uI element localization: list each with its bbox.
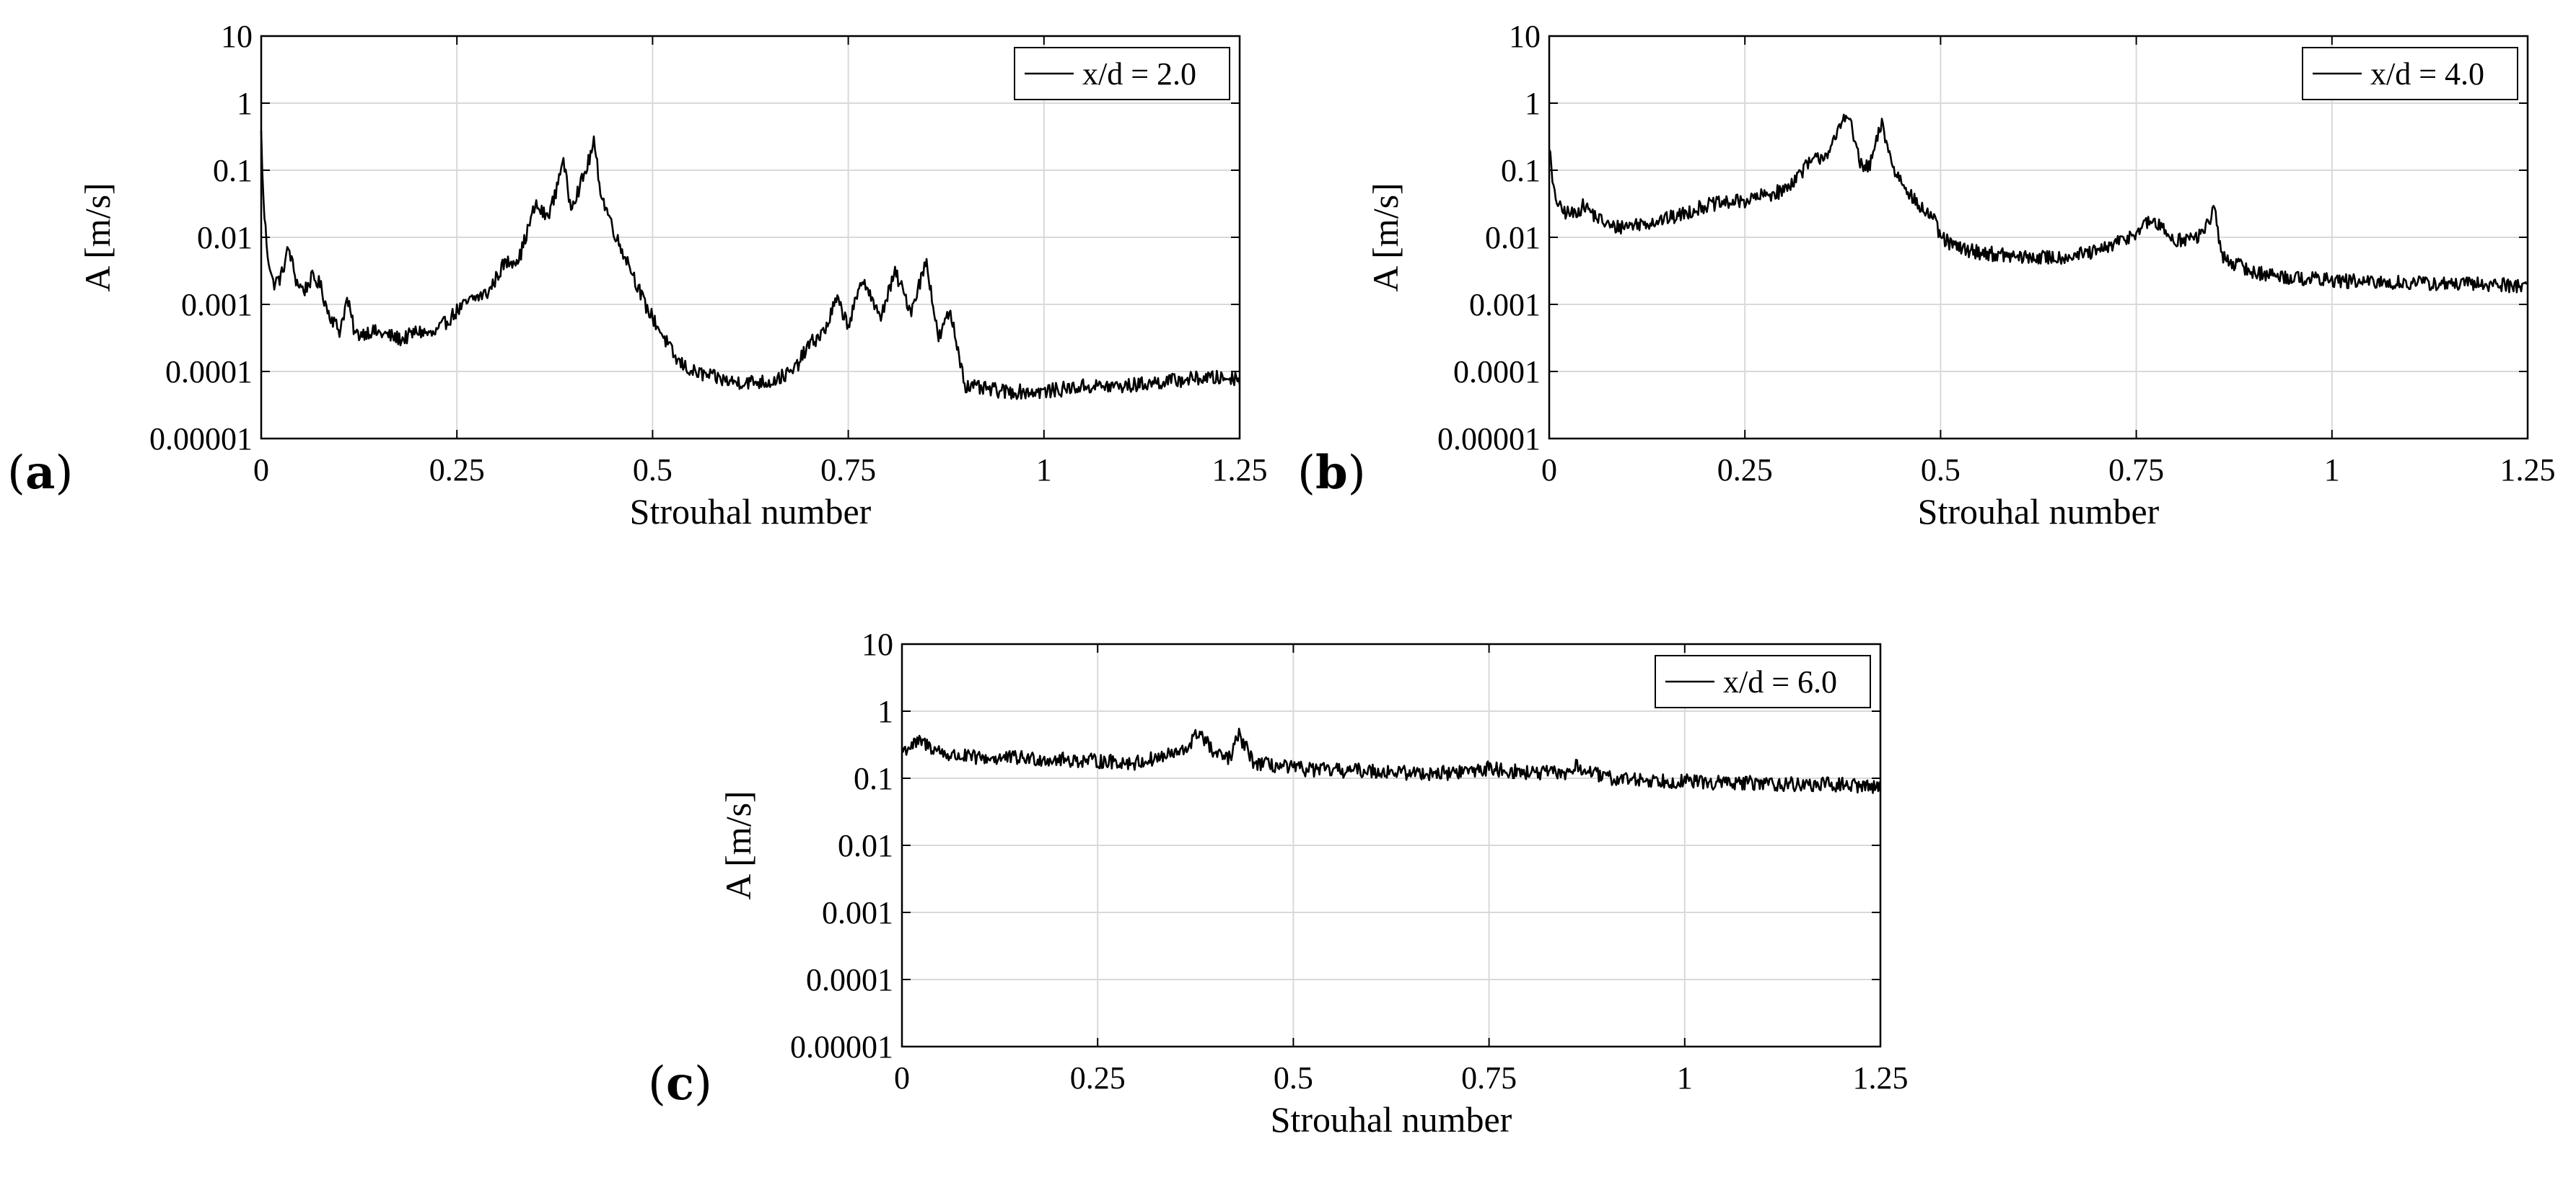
y-tick-label: 0.001 bbox=[181, 287, 253, 322]
panel-label-a: (a) bbox=[7, 446, 74, 500]
x-tick-label: 0.25 bbox=[1070, 1060, 1126, 1096]
x-tick-label: 1 bbox=[2324, 452, 2340, 488]
y-tick-label: 0.1 bbox=[213, 153, 253, 188]
x-tick-label: 1.25 bbox=[1853, 1060, 1909, 1096]
y-tick-label: 0.0001 bbox=[165, 354, 253, 389]
y-tick-label: 1 bbox=[1525, 86, 1541, 121]
x-tick-label: 1.25 bbox=[1212, 452, 1268, 488]
y-tick-label: 10 bbox=[221, 19, 253, 54]
legend-label: x/d = 4.0 bbox=[2370, 56, 2484, 92]
y-axis-label: A [m/s] bbox=[77, 182, 118, 291]
y-tick-label: 1 bbox=[237, 86, 253, 121]
legend-label: x/d = 6.0 bbox=[1723, 664, 1837, 700]
x-tick-label: 0.25 bbox=[429, 452, 485, 488]
y-tick-label: 0.01 bbox=[838, 828, 893, 863]
x-tick-label: 0.75 bbox=[1461, 1060, 1517, 1096]
y-tick-label: 1 bbox=[877, 694, 893, 729]
x-tick-label: 0 bbox=[253, 452, 269, 488]
x-axis-label: Strouhal number bbox=[630, 491, 872, 532]
y-axis-label: A [m/s] bbox=[718, 791, 758, 899]
y-tick-label: 10 bbox=[862, 627, 893, 662]
y-tick-label: 0.00001 bbox=[1437, 421, 1541, 457]
x-tick-label: 0 bbox=[894, 1060, 910, 1096]
x-tick-label: 1.25 bbox=[2500, 452, 2556, 488]
x-tick-label: 1 bbox=[1677, 1060, 1693, 1096]
y-tick-label: 10 bbox=[1509, 19, 1541, 54]
x-axis-label: Strouhal number bbox=[1918, 491, 2160, 532]
y-tick-label: 0.001 bbox=[822, 895, 893, 930]
y-axis-label: A [m/s] bbox=[1365, 182, 1406, 291]
x-tick-label: 0.5 bbox=[1921, 452, 1961, 488]
y-tick-label: 0.00001 bbox=[149, 421, 253, 457]
legend-label: x/d = 2.0 bbox=[1082, 56, 1196, 92]
y-tick-label: 0.0001 bbox=[806, 962, 893, 998]
x-tick-label: 0.75 bbox=[820, 452, 876, 488]
x-tick-label: 1 bbox=[1036, 452, 1052, 488]
series-line-c bbox=[901, 727, 1882, 794]
y-tick-label: 0.0001 bbox=[1453, 354, 1541, 389]
x-tick-label: 0.5 bbox=[633, 452, 673, 488]
x-axis-label: Strouhal number bbox=[1271, 1099, 1512, 1140]
series-line-b bbox=[1548, 113, 2528, 294]
y-tick-label: 0.1 bbox=[854, 761, 893, 796]
series-line-a bbox=[260, 130, 1241, 400]
x-tick-label: 0 bbox=[1541, 452, 1557, 488]
panel-label-c: (c) bbox=[648, 1057, 712, 1111]
y-tick-label: 0.1 bbox=[1501, 153, 1541, 188]
y-tick-label: 0.00001 bbox=[790, 1029, 893, 1065]
x-tick-label: 0.75 bbox=[2108, 452, 2164, 488]
y-tick-label: 0.01 bbox=[197, 220, 253, 255]
x-tick-label: 0.5 bbox=[1274, 1060, 1313, 1096]
y-tick-label: 0.001 bbox=[1469, 287, 1541, 322]
x-tick-label: 0.25 bbox=[1717, 452, 1773, 488]
y-tick-label: 0.01 bbox=[1485, 220, 1541, 255]
panel-label-b: (b) bbox=[1297, 446, 1366, 500]
